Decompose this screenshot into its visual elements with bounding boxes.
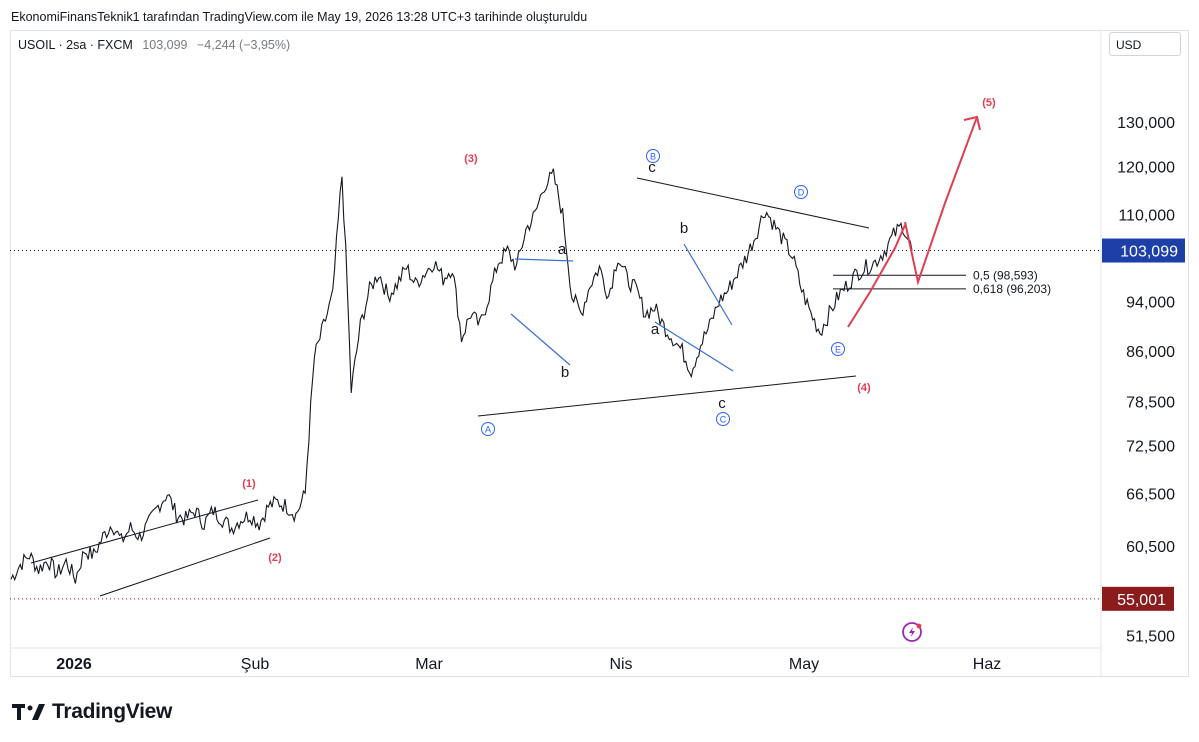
tradingview-wordmark: TradingView: [52, 700, 173, 723]
wave-label-red: (2): [268, 552, 282, 564]
tradingview-logo-icon: [12, 704, 45, 720]
channel-upper-line: [30, 499, 259, 564]
x-tick-label: Nis: [609, 656, 632, 673]
y-tick-label: 130,000: [1117, 115, 1175, 132]
chart-panel[interactable]: [10, 30, 1189, 677]
wave-label-circled: D: [798, 188, 805, 198]
wave5-projection: [904, 116, 978, 286]
wave-label-sub: a: [651, 321, 660, 338]
wave-label-circled: B: [650, 152, 656, 162]
last-price-label: 103,099: [1120, 244, 1178, 261]
legend-change: −4,244 (−3,95%): [197, 38, 291, 52]
wave-label-red: (4): [857, 382, 871, 394]
projection-arrowhead: [963, 115, 981, 131]
x-tick-label: May: [789, 656, 819, 673]
x-tick-label: Şub: [241, 656, 270, 673]
wedge-lower-line: [510, 313, 571, 366]
wave-circle: [716, 412, 730, 426]
low-price-badge: [1102, 586, 1174, 611]
wave-label-sub: b: [680, 220, 688, 237]
y-tick-label: 120,000: [1117, 159, 1175, 176]
wave4-projection: [847, 224, 906, 328]
wedge-upper-line: [514, 258, 574, 262]
wave-circle: [831, 342, 845, 356]
wave-label-sub: b: [561, 364, 569, 381]
flash-icon[interactable]: [902, 622, 922, 642]
low-price-label: 55,001: [1117, 592, 1166, 609]
y-tick-label: 86,000: [1126, 344, 1175, 361]
wave-circle: [481, 422, 495, 436]
price-series-line: [10, 168, 913, 584]
y-tick-label: 72,500: [1126, 439, 1175, 456]
y-tick-label: 94,000: [1126, 295, 1175, 312]
fib-level-label: 0,618 (96,203): [973, 282, 1051, 296]
wave-label-circled: A: [485, 425, 491, 435]
wave-annotations: 0,5 (98,593)0,618 (96,203) (1) (2) (3) (4) (5…: [30, 97, 1051, 597]
symbol-label[interactable]: USOIL · 2sa · FXCM: [18, 38, 133, 52]
chart-caption: EkonomiFinansTeknik1 tarafından TradingV…: [11, 10, 588, 24]
wave-label-circled: C: [720, 415, 727, 425]
last-price-badge: [1102, 238, 1185, 263]
wave-label-red: (3): [464, 153, 478, 165]
channel-lower-line: [99, 537, 271, 597]
axis-labels: 51,500 60,500 66,500 72,500 78,500 86,000 94,0…: [56, 115, 1185, 673]
y-tick-label: 66,500: [1126, 487, 1175, 504]
wave-circle: [794, 185, 808, 199]
currency-button[interactable]: USD: [1109, 32, 1181, 56]
triangle-lower-line: [477, 375, 857, 417]
wave-label-red: (1): [242, 478, 256, 490]
symbol-legend[interactable]: USOIL · 2sa · FXCM 103,099 −4,244 (−3,95…: [18, 38, 290, 52]
fib-level-label: 0,5 (98,593): [973, 268, 1038, 282]
y-tick-label: 60,500: [1126, 539, 1175, 556]
x-tick-label: 2026: [56, 656, 92, 673]
triangle-upper-line: [636, 177, 870, 229]
wave-label-circled: E: [835, 345, 841, 355]
y-tick-label: 51,500: [1126, 628, 1175, 645]
x-tick-label: Mar: [415, 656, 443, 673]
wave-label-red: (5): [982, 97, 996, 109]
legend-price: 103,099: [142, 38, 188, 52]
y-tick-label: 78,500: [1126, 395, 1175, 412]
wave-label-sub: a: [558, 241, 567, 258]
tradingview-logo[interactable]: TradingView: [12, 700, 172, 724]
wave-label-sub: c: [648, 159, 656, 176]
wave-circle: [646, 149, 660, 163]
wedge-c-line: [654, 321, 734, 372]
wave-label-sub: c: [718, 395, 726, 412]
y-tick-label: 110,000: [1118, 208, 1175, 225]
wedge-b-line: [683, 243, 733, 326]
chart-marks: [10, 168, 1101, 600]
x-tick-label: Haz: [973, 656, 1001, 673]
